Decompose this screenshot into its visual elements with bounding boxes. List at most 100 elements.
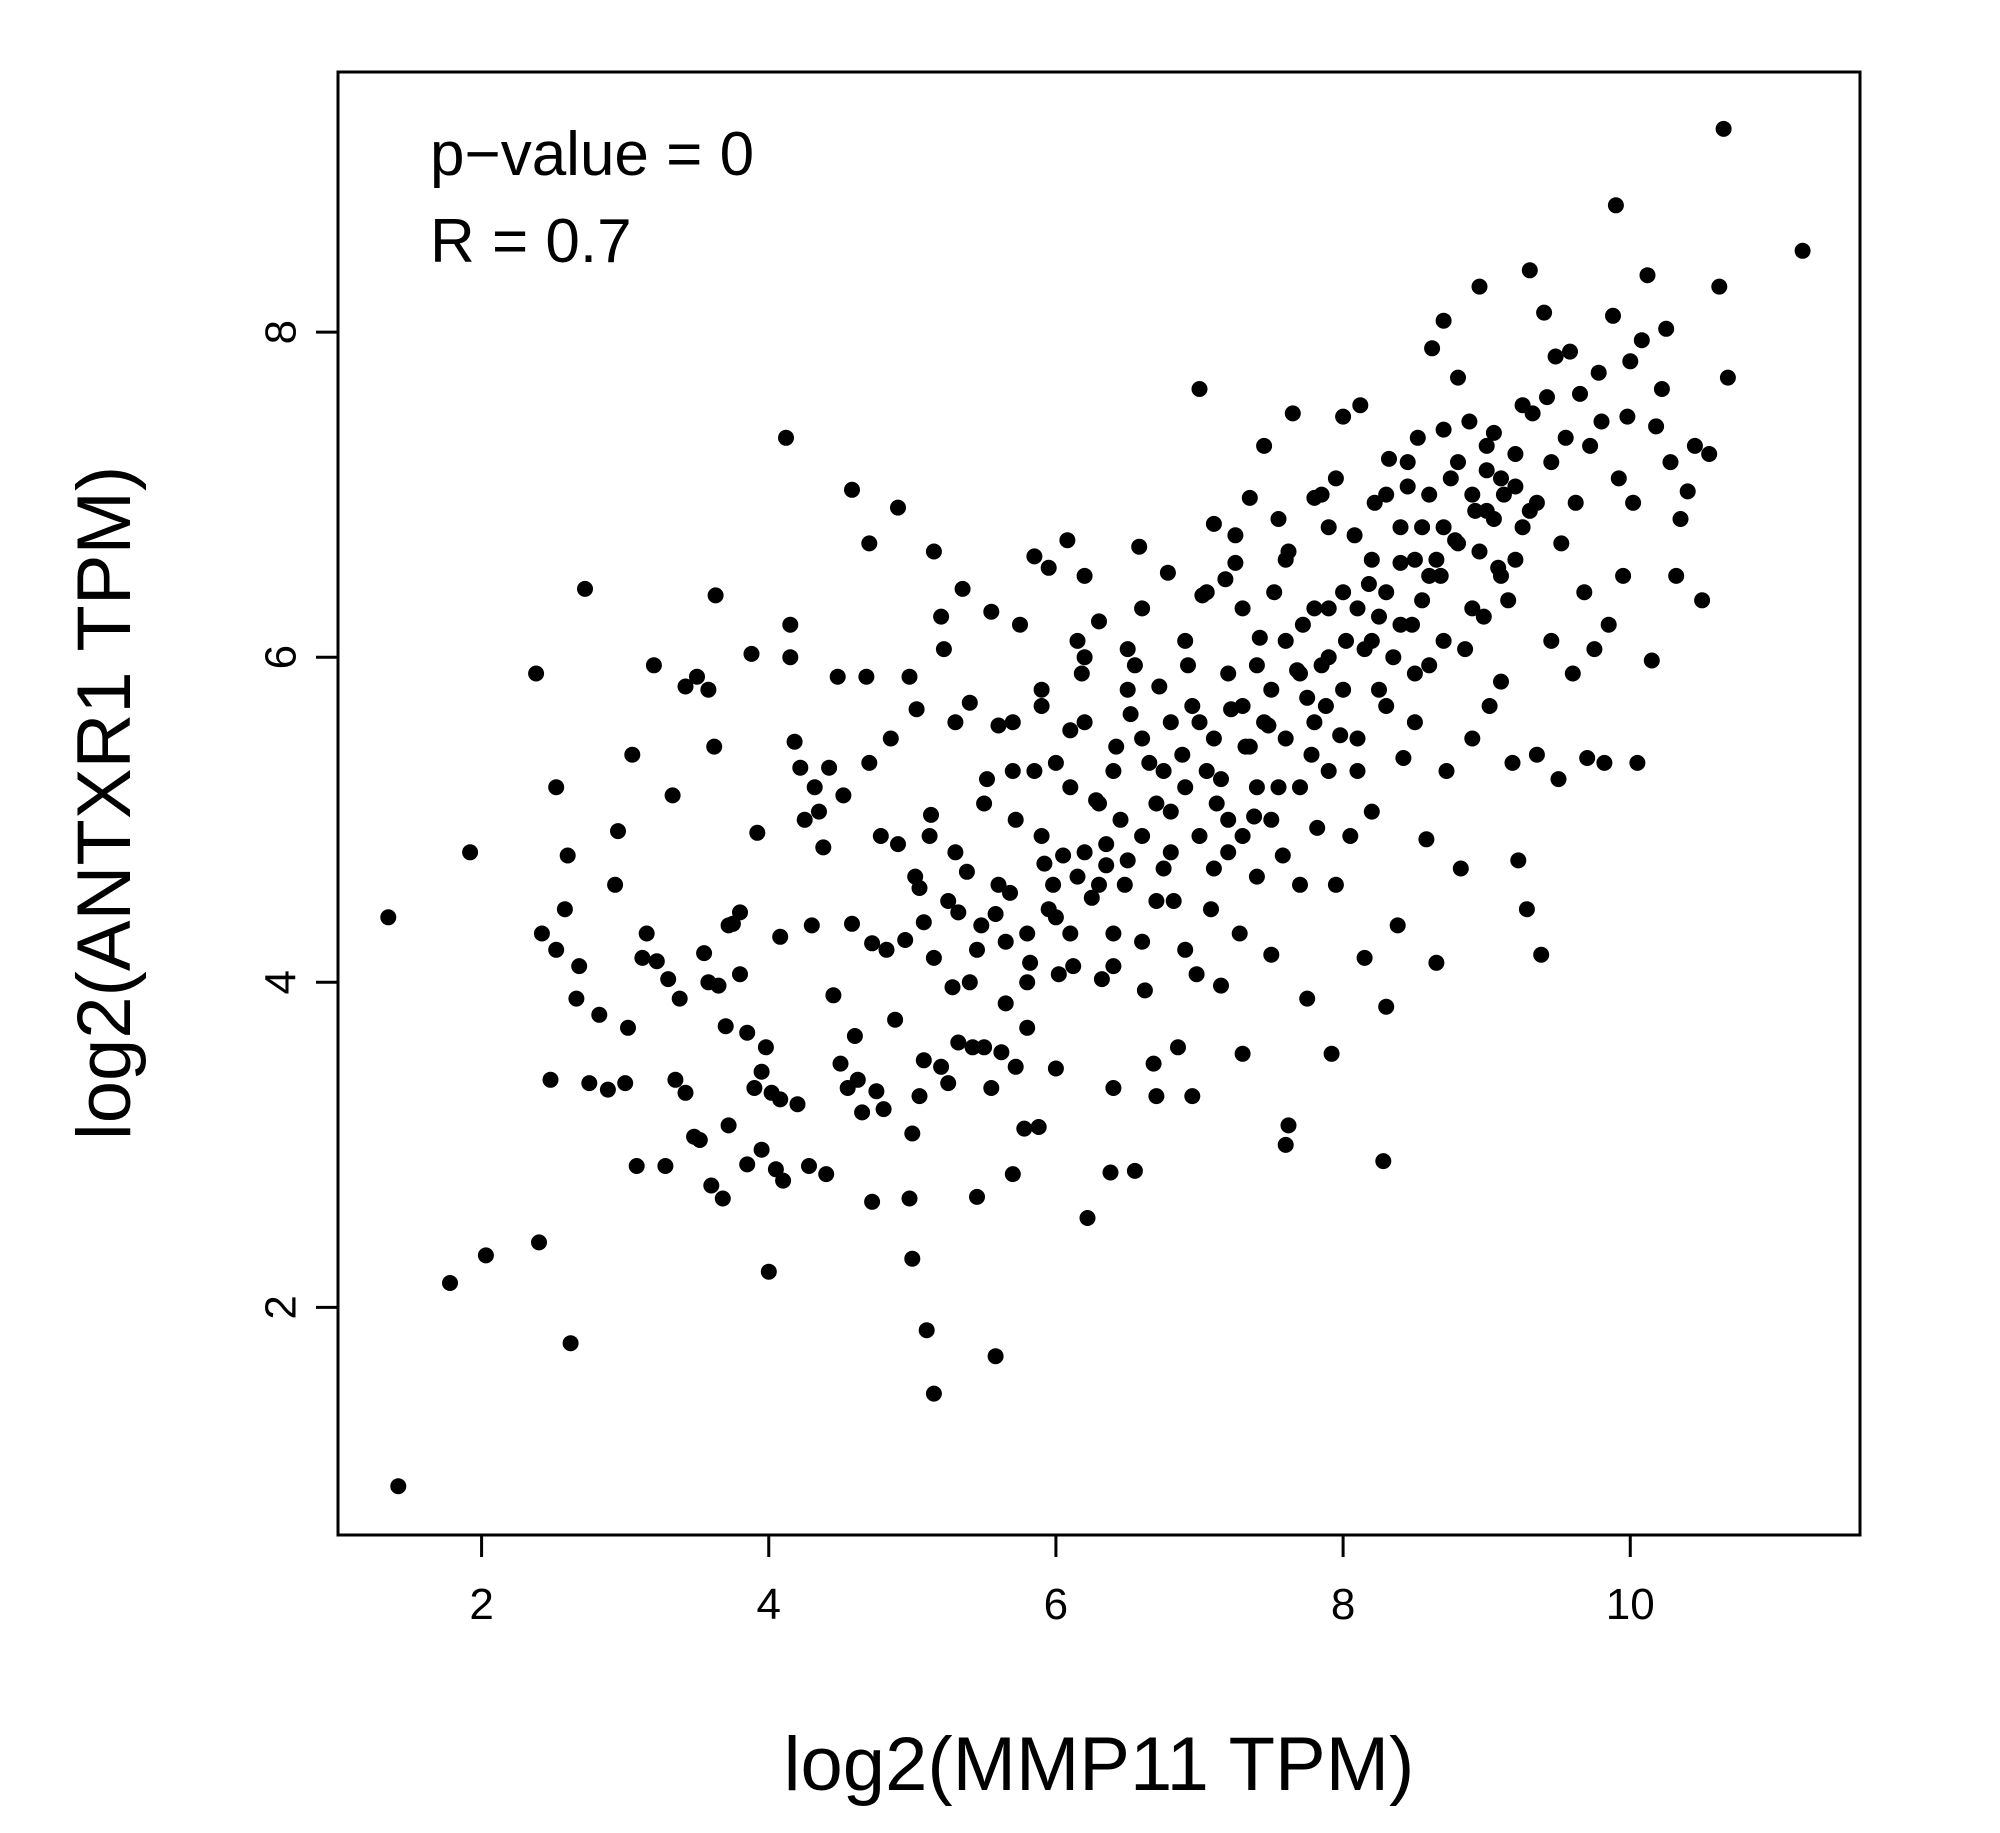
data-point bbox=[1227, 527, 1244, 544]
data-point bbox=[811, 803, 827, 820]
data-point bbox=[1392, 616, 1409, 633]
data-point bbox=[1062, 722, 1079, 739]
data-point bbox=[1033, 698, 1050, 714]
data-point bbox=[1019, 974, 1036, 991]
data-point bbox=[1248, 868, 1265, 885]
data-point bbox=[1162, 803, 1179, 820]
data-point bbox=[1686, 437, 1703, 454]
data-point bbox=[1327, 876, 1344, 893]
data-point bbox=[1112, 811, 1129, 828]
data-point bbox=[1593, 413, 1610, 430]
data-point bbox=[1007, 1058, 1024, 1075]
data-point bbox=[1582, 437, 1599, 454]
data-point bbox=[1105, 958, 1122, 975]
data-point bbox=[1711, 278, 1728, 295]
data-point bbox=[671, 990, 688, 1007]
data-point bbox=[973, 917, 990, 934]
data-point bbox=[1392, 554, 1409, 571]
data-point bbox=[897, 932, 914, 948]
data-point bbox=[1378, 584, 1395, 601]
data-point bbox=[1421, 567, 1438, 584]
data-point bbox=[1668, 567, 1685, 584]
data-point bbox=[1145, 1055, 1162, 1072]
data-point bbox=[1435, 519, 1452, 536]
data-point bbox=[1231, 925, 1248, 942]
data-point bbox=[1234, 828, 1251, 844]
data-point bbox=[1059, 532, 1076, 549]
data-point bbox=[864, 935, 881, 952]
data-point bbox=[1234, 698, 1251, 714]
data-point bbox=[1493, 470, 1509, 487]
data-point bbox=[918, 1322, 935, 1339]
plot-frame bbox=[336, 70, 1862, 1537]
data-point bbox=[1625, 494, 1642, 511]
data-point bbox=[760, 1263, 777, 1280]
data-point bbox=[1360, 576, 1377, 592]
data-point bbox=[1055, 847, 1072, 864]
data-point bbox=[1280, 1117, 1297, 1134]
data-point bbox=[1346, 527, 1363, 544]
data-point bbox=[1277, 632, 1294, 649]
data-point bbox=[1605, 307, 1621, 324]
data-point bbox=[1040, 559, 1057, 576]
y-tick-label: 4 bbox=[256, 970, 305, 994]
data-point bbox=[571, 958, 588, 975]
data-point bbox=[1198, 584, 1215, 601]
data-point bbox=[581, 1075, 598, 1092]
data-point bbox=[772, 928, 789, 945]
data-point bbox=[1320, 600, 1337, 617]
data-point bbox=[890, 499, 906, 516]
data-point bbox=[958, 863, 975, 880]
data-point bbox=[1485, 511, 1502, 527]
data-point bbox=[1715, 120, 1732, 137]
data-point bbox=[1016, 1120, 1033, 1137]
data-point bbox=[700, 681, 717, 698]
data-point bbox=[901, 1190, 918, 1207]
data-point bbox=[1352, 397, 1369, 414]
data-point bbox=[1004, 714, 1021, 731]
y-axis: 2 4 6 8 bbox=[256, 320, 338, 1320]
data-point bbox=[1320, 519, 1337, 536]
data-points bbox=[380, 120, 1811, 1495]
data-point bbox=[753, 1063, 770, 1080]
data-point bbox=[993, 1044, 1010, 1061]
data-point bbox=[591, 1006, 608, 1023]
data-point bbox=[1309, 819, 1326, 836]
data-point bbox=[1586, 641, 1603, 658]
data-point bbox=[911, 1088, 928, 1105]
data-point bbox=[1349, 763, 1366, 779]
data-point bbox=[677, 1084, 694, 1101]
data-point bbox=[1131, 538, 1148, 555]
data-point bbox=[1073, 665, 1090, 682]
data-point bbox=[1543, 454, 1560, 471]
data-point bbox=[1471, 543, 1488, 560]
data-point bbox=[1701, 446, 1718, 462]
x-tick-label: 10 bbox=[1606, 1580, 1655, 1629]
data-point bbox=[1134, 600, 1151, 617]
data-point bbox=[1062, 925, 1079, 942]
y-axis-label: log2(ANTXR1 TPM) bbox=[62, 466, 147, 1140]
data-point bbox=[1450, 369, 1466, 386]
data-point bbox=[1619, 408, 1636, 425]
data-point bbox=[1435, 632, 1452, 649]
data-point bbox=[1105, 763, 1122, 779]
data-point bbox=[904, 1250, 921, 1267]
data-point bbox=[638, 925, 655, 942]
data-point bbox=[829, 668, 846, 685]
data-point bbox=[1248, 779, 1265, 796]
data-point bbox=[1521, 262, 1538, 279]
data-point bbox=[1507, 478, 1524, 495]
data-point bbox=[1091, 876, 1107, 893]
data-point bbox=[1203, 901, 1219, 918]
data-point bbox=[1507, 446, 1524, 462]
data-point bbox=[1155, 763, 1172, 779]
data-point bbox=[1428, 954, 1445, 971]
data-point bbox=[778, 429, 794, 446]
data-point bbox=[1012, 616, 1028, 633]
data-point bbox=[1045, 876, 1062, 893]
data-point bbox=[1151, 678, 1168, 695]
data-point bbox=[1547, 348, 1564, 365]
data-point bbox=[1191, 828, 1208, 844]
data-point bbox=[1794, 242, 1811, 259]
annotation-p-value: p−value = 0 bbox=[430, 120, 754, 189]
